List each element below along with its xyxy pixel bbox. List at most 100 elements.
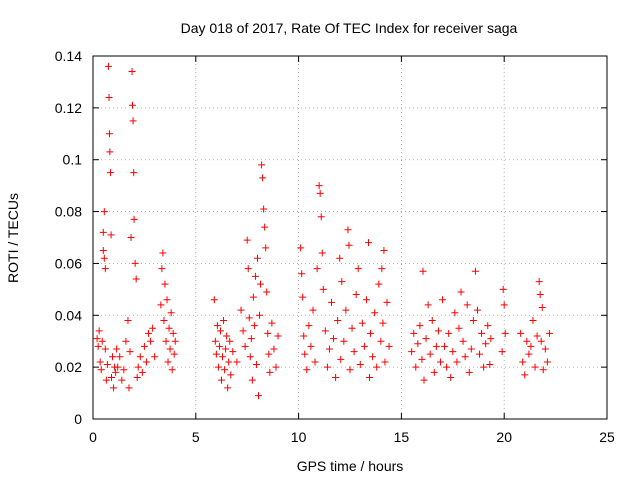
data-point [480, 363, 488, 371]
data-point [436, 358, 444, 366]
data-point [408, 348, 416, 356]
chart-title: Day 018 of 2017, Rate Of TEC Index for r… [181, 20, 518, 36]
data-point [313, 265, 321, 273]
data-point [95, 327, 103, 335]
data-point [498, 348, 506, 356]
data-point [122, 337, 130, 345]
data-point [134, 363, 142, 371]
data-point [447, 374, 455, 382]
data-point [149, 324, 157, 332]
data-point [170, 350, 178, 358]
data-point [157, 301, 165, 309]
data-point [317, 213, 325, 221]
data-point [165, 324, 173, 332]
data-point [171, 337, 179, 345]
data-point [340, 337, 348, 345]
data-point [499, 285, 507, 293]
data-point [100, 254, 108, 262]
data-point [124, 316, 132, 324]
data-point [142, 358, 150, 366]
data-point [103, 361, 111, 369]
y-tick-label: 0.1 [63, 152, 83, 168]
data-point [298, 270, 306, 278]
grid-lines [93, 56, 607, 419]
data-point [259, 174, 267, 182]
data-point [108, 374, 116, 382]
data-point [362, 296, 370, 304]
data-point [478, 329, 486, 337]
data-point [371, 309, 379, 317]
data-point [482, 340, 490, 348]
data-point [105, 130, 113, 138]
data-point [222, 345, 230, 353]
data-point [545, 329, 553, 337]
data-point [101, 345, 109, 353]
data-point [424, 301, 432, 309]
data-point [110, 384, 118, 392]
data-point [303, 366, 311, 374]
data-point [129, 117, 137, 125]
data-point [345, 241, 353, 249]
data-point [132, 275, 140, 283]
data-point [243, 236, 251, 244]
data-point [428, 316, 436, 324]
data-point [247, 335, 255, 343]
data-point [166, 345, 174, 353]
data-point [373, 363, 381, 371]
data-point [467, 345, 475, 353]
data-point [244, 265, 252, 273]
data-point [169, 329, 177, 337]
data-point [97, 366, 105, 374]
data-point [338, 278, 346, 286]
data-point [212, 350, 220, 358]
data-point [327, 298, 335, 306]
data-point [451, 309, 459, 317]
data-point [93, 335, 101, 343]
data-point [323, 363, 331, 371]
data-point [131, 259, 139, 267]
data-point [237, 306, 245, 314]
data-point [525, 350, 533, 358]
data-point [330, 335, 338, 343]
data-point [352, 291, 360, 299]
y-tick-label: 0.08 [55, 204, 82, 220]
data-point [531, 363, 539, 371]
data-point [321, 327, 329, 335]
data-point [112, 368, 120, 376]
data-point [430, 368, 438, 376]
x-tick-label: 25 [599, 429, 615, 445]
data-point [99, 246, 107, 254]
data-point [224, 384, 232, 392]
x-tick-label: 0 [89, 429, 97, 445]
data-point [350, 348, 358, 356]
data-point [151, 353, 159, 361]
data-point [344, 226, 352, 234]
data-point [453, 358, 461, 366]
data-point [332, 374, 340, 382]
data-point [311, 358, 319, 366]
data-point [106, 169, 114, 177]
data-point [130, 215, 138, 223]
data-point [248, 376, 256, 384]
data-point [118, 376, 126, 384]
data-point [366, 374, 374, 382]
data-point [471, 267, 479, 275]
data-point [218, 376, 225, 384]
data-point [159, 249, 167, 257]
data-point [213, 322, 221, 330]
data-point [535, 278, 543, 286]
data-point [414, 340, 422, 348]
data-point [527, 342, 535, 350]
data-point [459, 337, 467, 345]
data-point [439, 296, 447, 304]
data-point [380, 246, 388, 254]
y-tick-label: 0.14 [55, 48, 82, 64]
data-point [253, 254, 261, 262]
y-tick-label: 0 [74, 411, 82, 427]
data-point [300, 332, 308, 340]
data-point [260, 205, 268, 213]
data-point [106, 148, 114, 156]
data-point [426, 350, 434, 358]
data-point [476, 350, 484, 358]
